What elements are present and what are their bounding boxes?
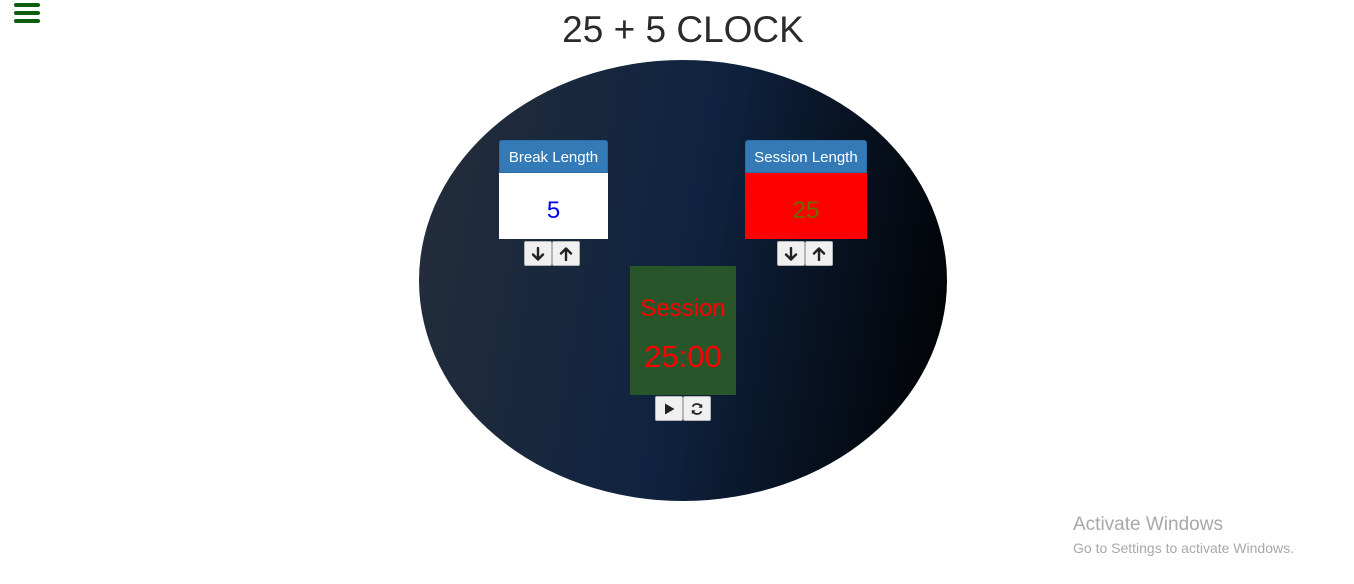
reset-button[interactable]	[683, 396, 711, 421]
timer-label: Session	[640, 295, 726, 322]
start-stop-button[interactable]	[655, 396, 683, 421]
refresh-icon	[691, 402, 703, 415]
session-increment-button[interactable]	[805, 241, 833, 266]
session-decrement-button[interactable]	[777, 241, 805, 266]
break-length-value: 5	[499, 173, 608, 239]
play-icon	[665, 403, 675, 414]
menu-bar	[14, 19, 40, 23]
arrow-up-icon	[812, 246, 826, 261]
watermark-title: Activate Windows	[1073, 514, 1223, 535]
session-controls	[777, 241, 833, 266]
timer-controls	[655, 396, 711, 421]
arrow-down-icon	[784, 246, 798, 261]
menu-bar	[14, 3, 40, 7]
break-decrement-button[interactable]	[524, 241, 552, 266]
hamburger-icon[interactable]	[14, 3, 40, 25]
time-left: 25:00	[644, 339, 722, 374]
session-length-value: 25	[745, 173, 867, 239]
session-length-label: Session Length	[745, 140, 867, 173]
break-increment-button[interactable]	[552, 241, 580, 266]
page-title: 25 + 5 CLOCK	[562, 9, 804, 50]
timer-display: Session 25:00	[630, 266, 736, 395]
break-controls	[524, 241, 580, 266]
menu-bar	[14, 11, 40, 15]
arrow-down-icon	[531, 246, 545, 261]
break-length-panel: Break Length 5	[499, 140, 608, 239]
session-length-panel: Session Length 25	[745, 140, 867, 239]
break-length-label: Break Length	[499, 140, 608, 173]
activation-watermark: Activate Windows Go to Settings to activ…	[1073, 513, 1294, 559]
watermark-subtitle: Go to Settings to activate Windows.	[1073, 540, 1294, 556]
arrow-up-icon	[559, 246, 573, 261]
